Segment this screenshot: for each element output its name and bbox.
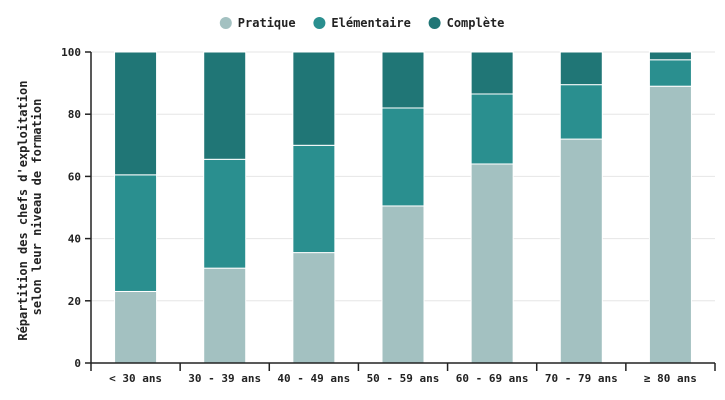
- bar-elementaire-1: [114, 174, 158, 292]
- legend-label: Elémentaire: [331, 16, 410, 30]
- bar-complete-3: [292, 51, 336, 146]
- legend-swatch: [428, 17, 441, 29]
- x-tick-label: ≥ 80 ans: [644, 372, 697, 385]
- bar-elementaire-4: [381, 107, 425, 207]
- x-tick-label: 30 - 39 ans: [188, 372, 261, 385]
- y-axis-label-line-2: selon leur niveau de formation: [30, 99, 44, 316]
- bar-complete-1: [114, 51, 158, 176]
- axes: 0 20 40 60 80 100 < 30 ans 30 - 39 ans 40 - 49 a…: [61, 46, 716, 385]
- bar-complete-5: [470, 51, 514, 95]
- bar-complete-7: [648, 51, 692, 61]
- x-tick-label: 50 - 59 ans: [367, 372, 440, 385]
- x-tick-label: 40 - 49 ans: [277, 372, 350, 385]
- legend-label: Pratique: [238, 16, 296, 30]
- x-tick-label: 60 - 69 ans: [456, 372, 529, 385]
- y-axis-label: Répartition des chefs d'exploitation sel…: [16, 73, 44, 340]
- bar-pratique-1: [114, 290, 158, 364]
- x-tick-label: 70 - 79 ans: [545, 372, 618, 385]
- bar-complete-4: [381, 51, 425, 109]
- bar-pratique-4: [381, 205, 425, 364]
- y-tick-label: 40: [68, 233, 81, 246]
- legend: Pratique Elémentaire Complète: [219, 16, 505, 30]
- y-tick-label: 80: [68, 108, 81, 121]
- bar-pratique-5: [470, 163, 514, 364]
- bars: [114, 51, 692, 364]
- bar-elementaire-6: [559, 84, 603, 140]
- bar-elementaire-5: [470, 93, 514, 165]
- bar-pratique-2: [203, 267, 247, 364]
- legend-swatch: [219, 17, 232, 29]
- legend-label: Complète: [447, 16, 505, 30]
- x-tick-label: < 30 ans: [109, 372, 162, 385]
- bar-elementaire-7: [648, 59, 692, 87]
- bar-elementaire-2: [203, 158, 247, 269]
- y-tick-label: 60: [68, 170, 81, 183]
- bar-complete-2: [203, 51, 247, 160]
- bar-pratique-7: [648, 85, 692, 364]
- y-axis-label-line-1: Répartition des chefs d'exploitation: [16, 81, 30, 341]
- bar-complete-6: [559, 51, 603, 86]
- legend-swatch: [313, 17, 326, 29]
- bar-elementaire-3: [292, 144, 336, 254]
- bar-pratique-6: [559, 138, 603, 364]
- bar-pratique-3: [292, 252, 336, 364]
- y-tick-label: 100: [61, 46, 81, 59]
- y-tick-label: 20: [68, 295, 81, 308]
- y-tick-label: 0: [74, 357, 81, 370]
